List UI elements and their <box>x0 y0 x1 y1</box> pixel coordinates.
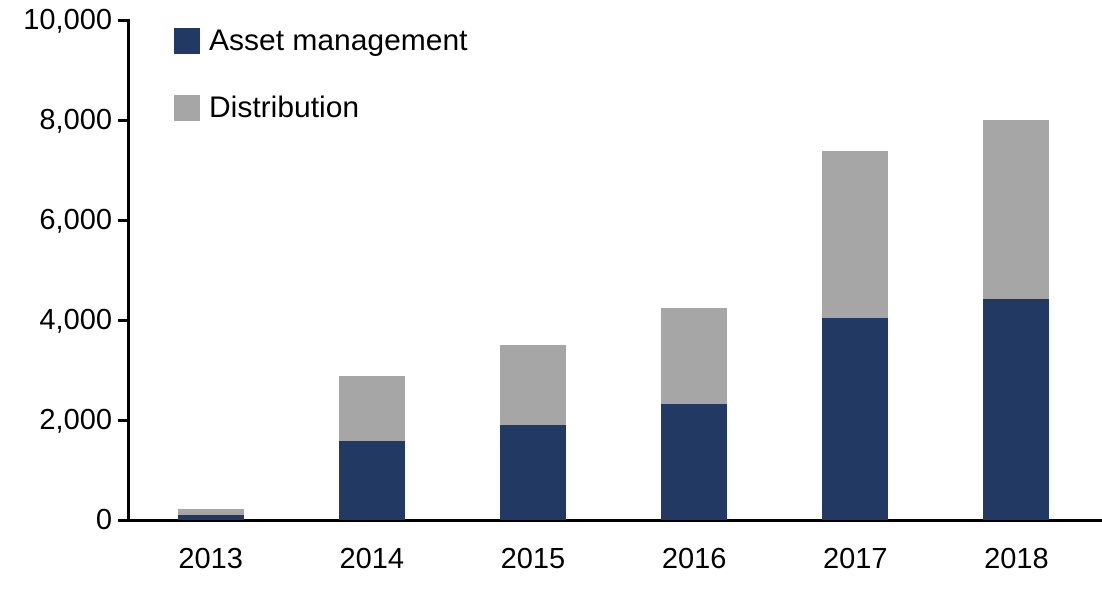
legend-swatch-icon <box>174 28 200 54</box>
x-axis-line <box>127 519 1102 522</box>
bar-segment-2017-asset-management <box>822 317 889 520</box>
x-axis-label-2013: 2013 <box>178 543 243 575</box>
bar-segment-2016-asset-management <box>661 404 728 520</box>
bar-segment-2013-distribution <box>177 509 244 515</box>
x-axis-label-2015: 2015 <box>500 543 566 575</box>
x-axis-label-2017: 2017 <box>822 543 888 575</box>
y-axis-tick-label: 4,000 <box>39 303 112 336</box>
y-axis-tick-mark <box>118 418 128 422</box>
legend-swatch-icon <box>174 95 200 121</box>
bar-segment-2016-distribution <box>661 307 728 404</box>
legend-item-distribution: Distribution <box>174 91 467 125</box>
y-axis-tick-mark <box>118 318 128 322</box>
x-axis-label-2014: 2014 <box>339 543 404 575</box>
y-axis-tick-label: 6,000 <box>39 203 112 236</box>
legend: Asset management Distribution <box>174 24 467 158</box>
bar-segment-2018-distribution <box>983 120 1050 299</box>
bar-segment-2015-distribution <box>499 345 566 425</box>
y-axis-tick-label: 8,000 <box>39 103 112 136</box>
x-axis-label-2016: 2016 <box>661 543 727 575</box>
y-axis-tick-mark <box>118 218 128 222</box>
y-axis-tick-label: 2,000 <box>39 403 112 436</box>
y-axis-tick-label: 0 <box>95 503 112 536</box>
bar-segment-2014-asset-management <box>338 441 405 520</box>
bar-segment-2014-distribution <box>338 376 405 441</box>
bar-segment-2013-asset-management <box>177 515 244 520</box>
y-axis-tick-mark <box>118 18 128 22</box>
y-axis-tick-label: 10,000 <box>23 3 112 36</box>
bar-segment-2018-asset-management <box>983 299 1050 520</box>
y-axis-tick-mark <box>118 518 128 522</box>
legend-item-asset-management: Asset management <box>174 24 467 58</box>
legend-label: Asset management <box>209 24 468 57</box>
bar-segment-2015-asset-management <box>499 425 566 520</box>
y-axis-line <box>127 19 130 522</box>
bar-segment-2017-distribution <box>822 151 889 318</box>
y-axis-tick-mark <box>118 118 128 122</box>
x-axis-label-2018: 2018 <box>984 543 1049 575</box>
legend-label: Distribution <box>209 91 360 124</box>
